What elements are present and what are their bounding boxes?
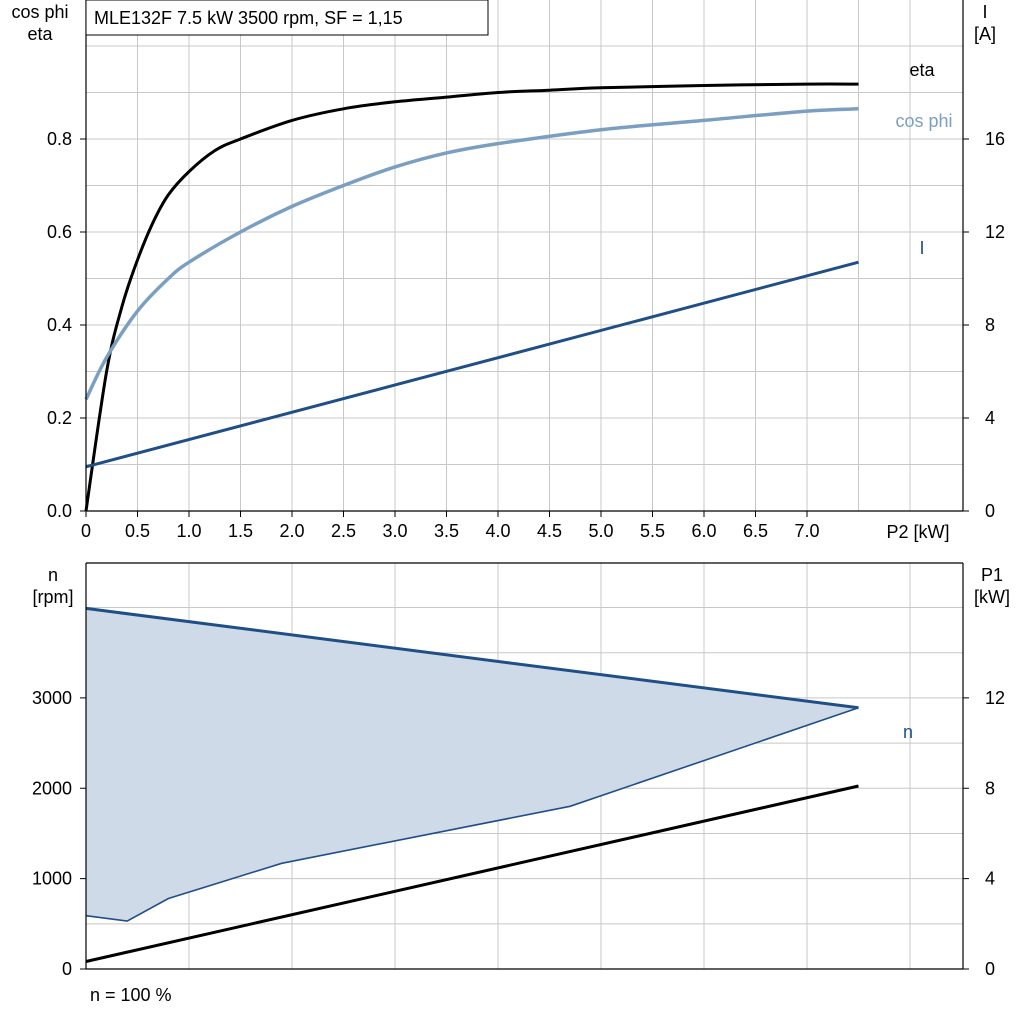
bottom-left-tick-label: 3000 [32, 688, 72, 708]
speed-range-lower-line [85, 707, 859, 922]
series-line-p1 [85, 784, 859, 963]
title-box [85, 0, 489, 36]
bottom-axes: 0 1000 2000 3000 0 4 8 12 [32, 562, 1005, 979]
series-label-current: I [919, 238, 924, 258]
bottom-right-tick-label: 4 [985, 869, 995, 889]
top-right-tick-label: 0 [985, 501, 995, 521]
top-x-tick-label: 7.0 [794, 521, 819, 541]
top-x-tick-label: 0.5 [125, 521, 150, 541]
top-right-tick-label: 16 [985, 129, 1005, 149]
series-line-cos-phi [84, 107, 859, 401]
bottom-right-axis-title-2: [kW] [974, 587, 1010, 607]
top-x-tick-label: 3.5 [434, 521, 459, 541]
top-right-tick-label: 8 [985, 315, 995, 335]
top-axes: 0 0.5 1.0 1.5 2.0 2.5 3.0 3.5 4.0 4.5 5.0 5.5 6.0 6.5… [47, 0, 1005, 541]
bottom-series [85, 606, 859, 963]
top-x-tick-label: 1.5 [228, 521, 253, 541]
top-x-tick-label: 0 [81, 521, 91, 541]
top-left-tick-label: 0.6 [47, 222, 72, 242]
bottom-right-tick-label: 12 [985, 688, 1005, 708]
top-x-tick-label: 1.0 [176, 521, 201, 541]
series-label-eta: eta [909, 60, 935, 80]
top-left-axis-title-1: cos phi [11, 2, 68, 22]
series-label-cos-phi: cos phi [895, 111, 952, 131]
top-left-tick-label: 0.4 [47, 315, 72, 335]
bottom-left-axis-title-1: n [48, 565, 58, 585]
series-line-eta [84, 82, 859, 512]
bottom-right-tick-label: 0 [985, 959, 995, 979]
top-x-tick-label: 5.5 [640, 521, 665, 541]
footer-note: n = 100 % [90, 985, 172, 1005]
top-left-tick-label: 0.8 [47, 129, 72, 149]
top-x-tick-label: 2.0 [279, 521, 304, 541]
top-right-axis-title-2: [A] [974, 24, 996, 44]
top-x-tick-label: 2.5 [331, 521, 356, 541]
series-line-i [85, 260, 859, 469]
top-series [84, 82, 859, 512]
top-grid [86, 0, 963, 511]
bottom-right-axis-title-1: P1 [981, 565, 1003, 585]
series-label-speed: n [903, 722, 913, 742]
bottom-left-tick-label: 2000 [32, 778, 72, 798]
bottom-left-tick-label: 1000 [32, 869, 72, 889]
top-x-tick-label: 4.0 [485, 521, 510, 541]
speed-range-area [86, 608, 859, 922]
top-right-tick-label: 4 [985, 408, 995, 428]
series-line-n [85, 606, 859, 710]
top-x-tick-label: 4.5 [537, 521, 562, 541]
top-left-tick-label: 0.0 [47, 501, 72, 521]
bottom-left-axis-title-2: [rpm] [32, 587, 73, 607]
top-x-tick-label: 6.0 [691, 521, 716, 541]
bottom-right-tick-label: 8 [985, 778, 995, 798]
top-left-tick-label: 0.2 [47, 408, 72, 428]
bottom-left-tick-label: 0 [62, 959, 72, 979]
top-left-axis-title-2: eta [27, 24, 53, 44]
top-x-tick-label: 6.5 [743, 521, 768, 541]
top-right-tick-label: 12 [985, 222, 1005, 242]
chart-title: MLE132F 7.5 kW 3500 rpm, SF = 1,15 [94, 8, 403, 28]
top-x-tick-label: 5.0 [588, 521, 613, 541]
top-x-axis-title: P2 [kW] [886, 522, 949, 542]
top-x-tick-label: 3.0 [382, 521, 407, 541]
top-right-axis-title-1: I [982, 2, 987, 22]
